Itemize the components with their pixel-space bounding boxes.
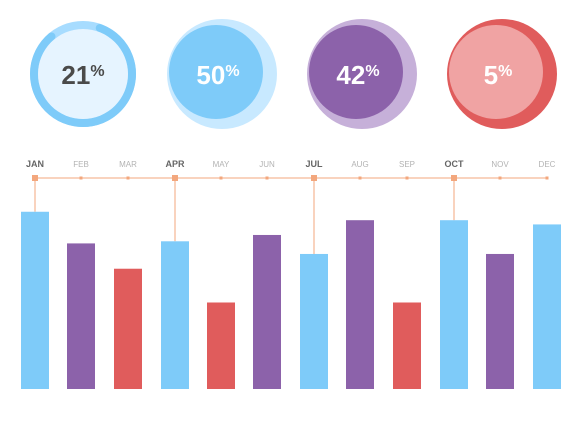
timeline-marker-mar (126, 176, 130, 180)
timeline-marker-nov (498, 176, 502, 180)
bar-jan (21, 211, 49, 389)
month-label-jul: JUL (305, 159, 323, 169)
month-label-oct: OCT (445, 159, 465, 169)
donut-value-label: 42% (336, 60, 379, 90)
month-label-sep: SEP (399, 160, 415, 169)
bar-sep (393, 302, 421, 389)
donut-value: 21 (61, 60, 90, 90)
timeline-marker-feb (79, 176, 83, 180)
donut-value-label: 5% (484, 60, 513, 90)
timeline-marker-jun (265, 176, 269, 180)
donut-1: 21% (30, 21, 136, 127)
donut-4: 5% (447, 19, 557, 129)
month-label-jun: JUN (259, 160, 275, 169)
donut-center (309, 25, 403, 119)
month-label-feb: FEB (73, 160, 89, 169)
bar-may (207, 302, 235, 389)
bar-apr (161, 241, 189, 389)
donut-center (449, 25, 543, 119)
donut-value: 5 (484, 60, 498, 90)
timeline-marker-may (219, 176, 223, 180)
bar-jun (253, 234, 281, 389)
bar-jul (300, 253, 328, 389)
bar-aug (346, 220, 374, 389)
donut-unit: % (498, 63, 512, 80)
timeline-marker-sep (405, 176, 409, 180)
donut-unit: % (225, 63, 239, 80)
bar-feb (67, 243, 95, 389)
donut-unit: % (365, 63, 379, 80)
month-label-may: MAY (213, 160, 230, 169)
bar-dec (533, 224, 561, 389)
donut-value: 50 (196, 60, 225, 90)
donut-3: 42% (307, 19, 417, 129)
month-label-nov: NOV (491, 160, 509, 169)
bar-oct (440, 220, 468, 389)
donut-unit: % (90, 63, 104, 80)
month-label-jan: JAN (26, 159, 44, 169)
donut-2: 50% (167, 19, 277, 129)
timeline-marker-dec (545, 176, 549, 180)
bar-mar (114, 268, 142, 389)
timeline-marker-aug (358, 176, 362, 180)
month-timeline: JAN FEB MAR APR MAY JUN JUL AUG SEP OCT NOV DEC (26, 159, 556, 254)
donut-value-label: 21% (61, 60, 104, 90)
monthly-bars (21, 211, 561, 389)
month-label-aug: AUG (351, 160, 368, 169)
donut-charts: 21% 50% 42% 5% (30, 19, 557, 129)
bar-nov (486, 253, 514, 389)
donut-center (169, 25, 263, 119)
donut-value: 42 (336, 60, 365, 90)
month-label-dec: DEC (539, 160, 556, 169)
donut-value-label: 50% (196, 60, 239, 90)
donut-progress-arc (30, 23, 136, 127)
month-label-apr: APR (165, 159, 185, 169)
donut-center (38, 29, 128, 119)
month-label-mar: MAR (119, 160, 137, 169)
